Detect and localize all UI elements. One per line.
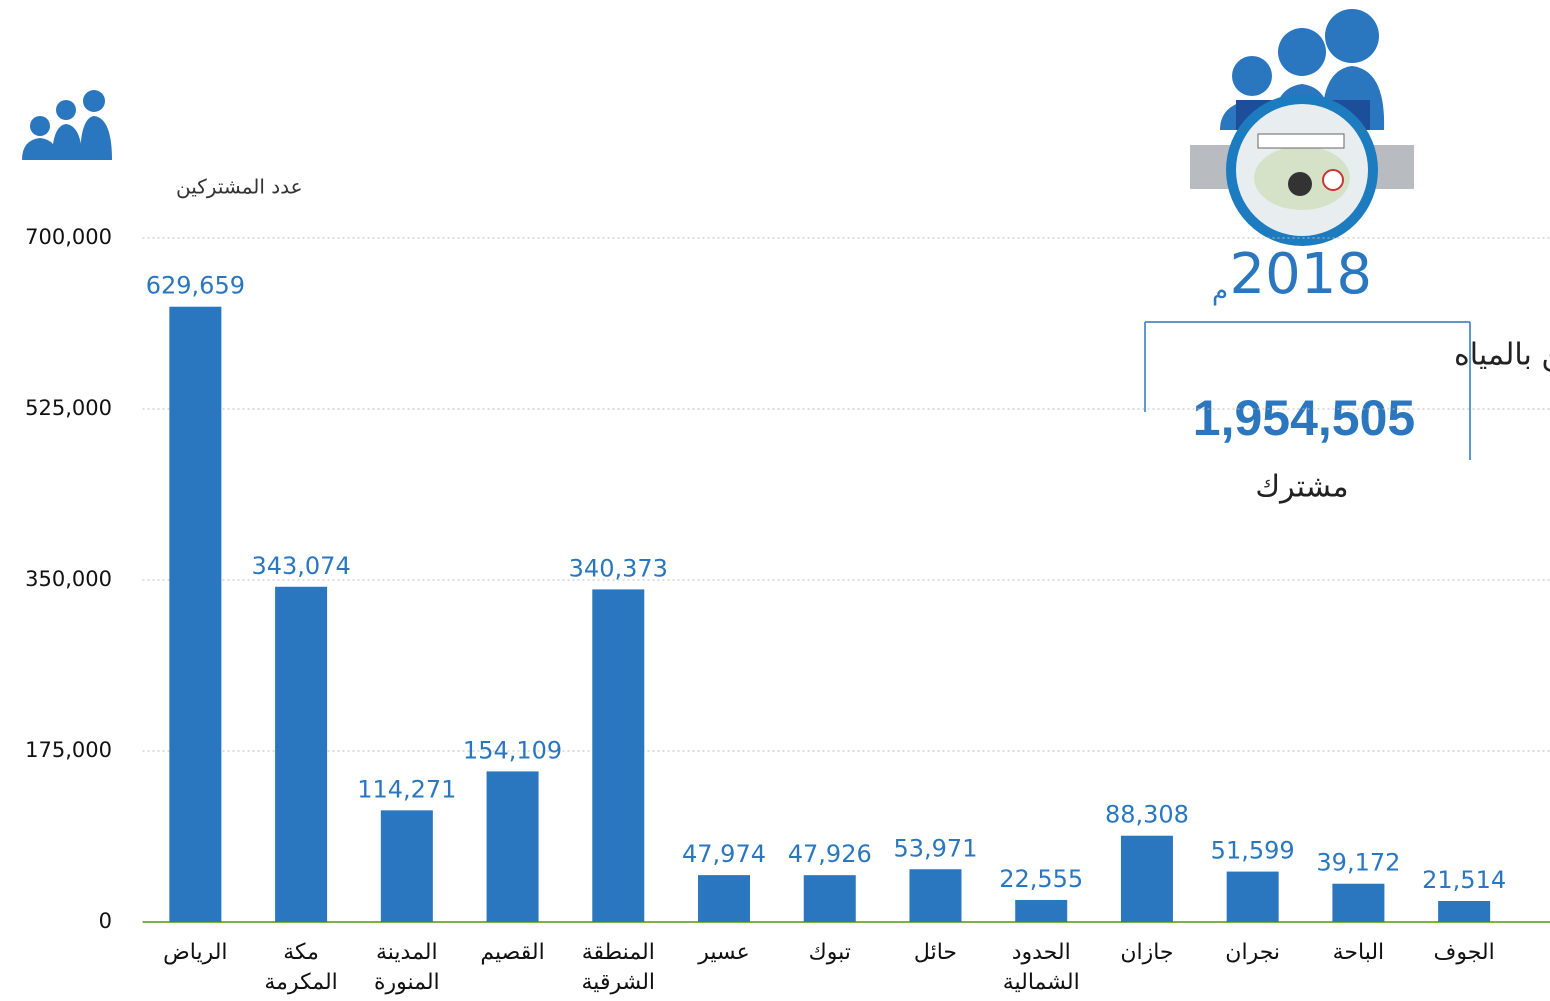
bar (804, 875, 856, 922)
bar (381, 810, 433, 922)
bar (487, 771, 539, 922)
value-label: 22,555 (999, 865, 1083, 893)
x-tick-label: جازان (1099, 938, 1195, 968)
summary-caption: مشترك (1255, 470, 1348, 505)
meter-icon (1190, 9, 1414, 246)
bar (275, 587, 327, 922)
x-tick-label: المنطقة الشرقية (570, 938, 666, 998)
bar (169, 307, 221, 922)
y-tick-label: 0 (99, 909, 112, 933)
x-tick-label: تبوك (782, 938, 878, 968)
x-tick-label: نجران (1205, 938, 1301, 968)
value-label: 340,373 (569, 554, 668, 582)
bar (909, 869, 961, 922)
bar (1227, 872, 1279, 922)
summary-title: عدد المشتركين بالمياه (1454, 338, 1550, 373)
x-tick-label: المدينة المنورة (359, 938, 455, 998)
bar (1438, 901, 1490, 922)
y-axis-label: عدد المشتركين (176, 175, 303, 199)
value-label: 343,074 (251, 552, 350, 580)
value-label: 53,971 (893, 834, 977, 862)
page: عدد المشتركين 2018 م عدد المشتركين بالمي… (0, 0, 1550, 1001)
x-tick-label: عسير (676, 938, 772, 968)
x-tick-label: الحدود الشمالية (993, 938, 1089, 998)
value-label: 88,308 (1105, 801, 1189, 829)
value-label: 51,599 (1211, 837, 1295, 865)
x-tick-label: مكة المكرمة (253, 938, 349, 998)
chart: عدد المشتركين 2018 م عدد المشتركين بالمي… (0, 0, 1550, 1001)
value-label: 39,172 (1316, 849, 1400, 877)
bar (1121, 836, 1173, 922)
bar (1015, 900, 1067, 922)
x-tick-label: الرياض (147, 938, 243, 968)
bar (592, 589, 644, 922)
bar (1332, 884, 1384, 922)
value-label: 154,109 (463, 736, 562, 764)
year-unit: م (1212, 277, 1228, 307)
value-label: 21,514 (1422, 866, 1506, 894)
x-tick-label: القصيم (465, 938, 561, 968)
value-label: 114,271 (357, 775, 456, 803)
x-tick-label: حائل (887, 938, 983, 968)
value-label: 629,659 (146, 272, 245, 300)
y-tick-label: 175,000 (25, 738, 112, 762)
y-tick-label: 525,000 (25, 396, 112, 420)
bar (698, 875, 750, 922)
y-tick-label: 350,000 (25, 567, 112, 591)
x-tick-label: الباحة (1310, 938, 1406, 968)
x-tick-label: الجوف (1416, 938, 1512, 968)
value-label: 47,926 (788, 840, 872, 868)
y-tick-label: 700,000 (25, 225, 112, 249)
summary-total: 1,954,505 (1193, 390, 1415, 446)
people-icon (22, 90, 112, 160)
year: 2018 (1229, 242, 1372, 307)
value-label: 47,974 (682, 840, 766, 868)
